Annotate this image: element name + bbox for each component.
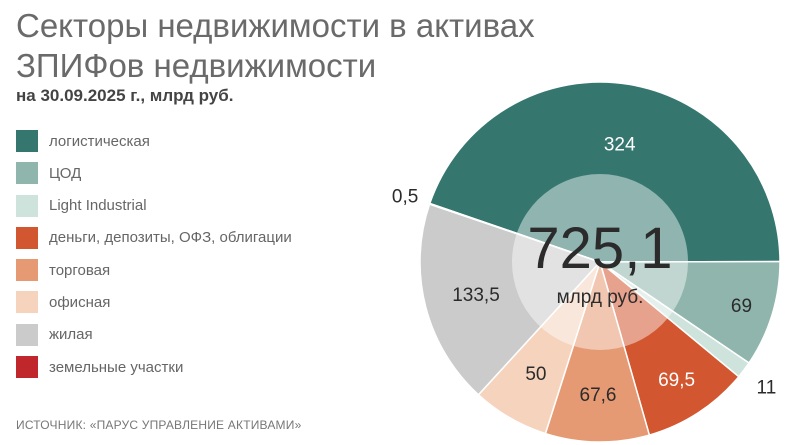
legend-swatch [16, 356, 38, 379]
total-unit: млрд руб. [557, 287, 644, 308]
slice-label-cash-bonds: 69,5 [658, 370, 695, 391]
legend-swatch [16, 226, 38, 249]
legend-label: земельные участки [49, 358, 184, 376]
legend-label: офисная [49, 293, 111, 311]
legend-item-logistics: логистическая [16, 130, 292, 152]
chart-title: Секторы недвижимости в активах ЗПИФов не… [16, 7, 535, 84]
slice-label-office: 50 [525, 364, 546, 385]
pie-slice-retail [544, 259, 651, 443]
slice-label-residential: 133,5 [452, 285, 500, 306]
slice-label-land: 0,5 [392, 186, 418, 207]
legend: логистическая ЦОД Light Industrial деньг… [16, 130, 292, 388]
legend-swatch [16, 130, 38, 152]
legend-item-retail: торговая [16, 259, 292, 282]
legend-item-light-industrial: Light Industrial [16, 194, 292, 217]
pie-slice-logistics [428, 81, 781, 263]
legend-item-data-center: ЦОД [16, 162, 292, 185]
pie-slices [419, 81, 781, 443]
legend-label: жилая [49, 326, 93, 344]
legend-item-residential: жилая [16, 323, 292, 346]
legend-swatch [16, 259, 38, 282]
slice-label-light-industrial: 11 [757, 378, 777, 399]
legend-swatch [16, 194, 38, 217]
chart-subtitle: на 30.09.2025 г., млрд руб. [16, 86, 234, 105]
legend-label: деньги, депозиты, ОФЗ, облигации [49, 229, 292, 247]
pie-slice-data-center [597, 260, 781, 365]
legend-label: торговая [49, 261, 111, 279]
legend-item-land: земельные участки [16, 356, 292, 379]
slice-label-logistics: 324 [604, 135, 636, 156]
legend-swatch [16, 291, 38, 314]
center-circle [512, 174, 688, 350]
legend-swatch [16, 162, 38, 185]
legend-label: ЦОД [49, 164, 82, 182]
pie-slice-cash-bonds [598, 259, 740, 437]
legend-swatch [16, 323, 38, 346]
pie-slice-residential [419, 203, 602, 396]
legend-item-office: офисная [16, 291, 292, 314]
slice-label-retail: 67,6 [580, 385, 617, 406]
legend-item-cash-bonds: деньги, депозиты, ОФЗ, облигации [16, 226, 292, 249]
legend-label: логистическая [49, 132, 150, 150]
pie-slice-land [428, 202, 601, 263]
pie-slice-labels: 324 69 11 69,5 67,6 50 133,5 0,5 [392, 135, 776, 406]
total-value: 725,1 [527, 216, 672, 281]
source-note: ИСТОЧНИК: «ПАРУС УПРАВЛЕНИЕ АКТИВАМИ» [16, 418, 302, 432]
slice-label-data-center: 69 [731, 296, 752, 317]
legend-label: Light Industrial [49, 197, 147, 215]
